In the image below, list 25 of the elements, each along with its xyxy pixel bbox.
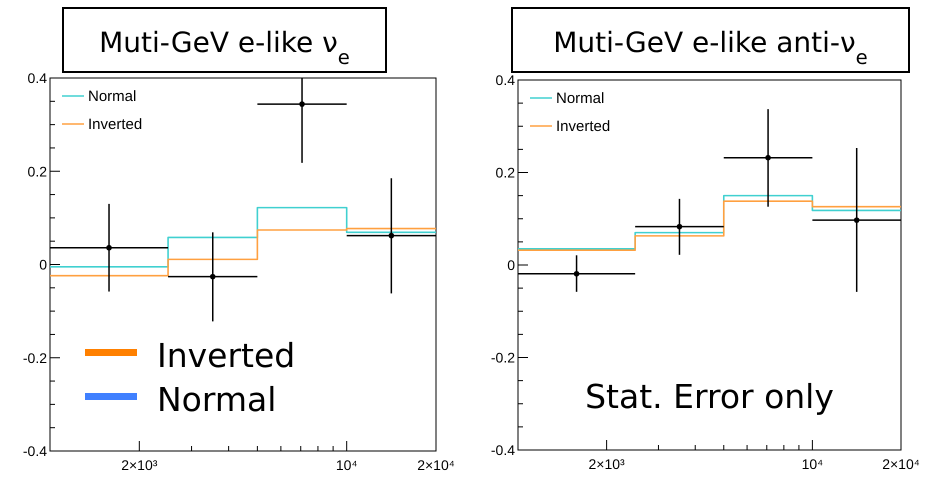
chart-title: Muti-GeV e-like anti-ν$_{e}$ <box>553 26 868 68</box>
y-tick-label: 0.4 <box>496 72 516 88</box>
x-tick-label: 2×10⁴ <box>882 456 920 472</box>
annotation: Stat. Error only <box>585 377 834 416</box>
x-tick-label: 2×10³ <box>121 457 158 473</box>
y-tick-label: 0 <box>39 256 48 272</box>
legend-label: Inverted <box>556 118 610 135</box>
y-tick-label: -0.2 <box>490 350 516 366</box>
y-tick-label: 0.4 <box>28 70 48 86</box>
x-tick-label: 2×10³ <box>588 456 626 472</box>
y-tick-label: 0 <box>507 257 516 273</box>
x-tick-label: 2×10⁴ <box>417 457 455 473</box>
y-tick-label: -0.2 <box>22 350 48 366</box>
y-tick-label: -0.4 <box>22 443 48 459</box>
legend-label: Inverted <box>88 116 142 133</box>
chart-title: Muti-GeV e-like ν$_{e}$ <box>99 26 350 68</box>
legend-label: Normal <box>88 88 136 105</box>
y-tick-label: 0.2 <box>28 163 48 180</box>
x-tick-label: 10⁴ <box>336 457 358 473</box>
x-tick-label: 10⁴ <box>802 456 824 472</box>
y-tick-label: 0.2 <box>496 164 516 180</box>
annotation: Normal <box>157 380 276 419</box>
y-tick-label: -0.4 <box>490 442 516 458</box>
legend-label: Normal <box>556 90 604 107</box>
annotation: Inverted <box>157 336 296 375</box>
